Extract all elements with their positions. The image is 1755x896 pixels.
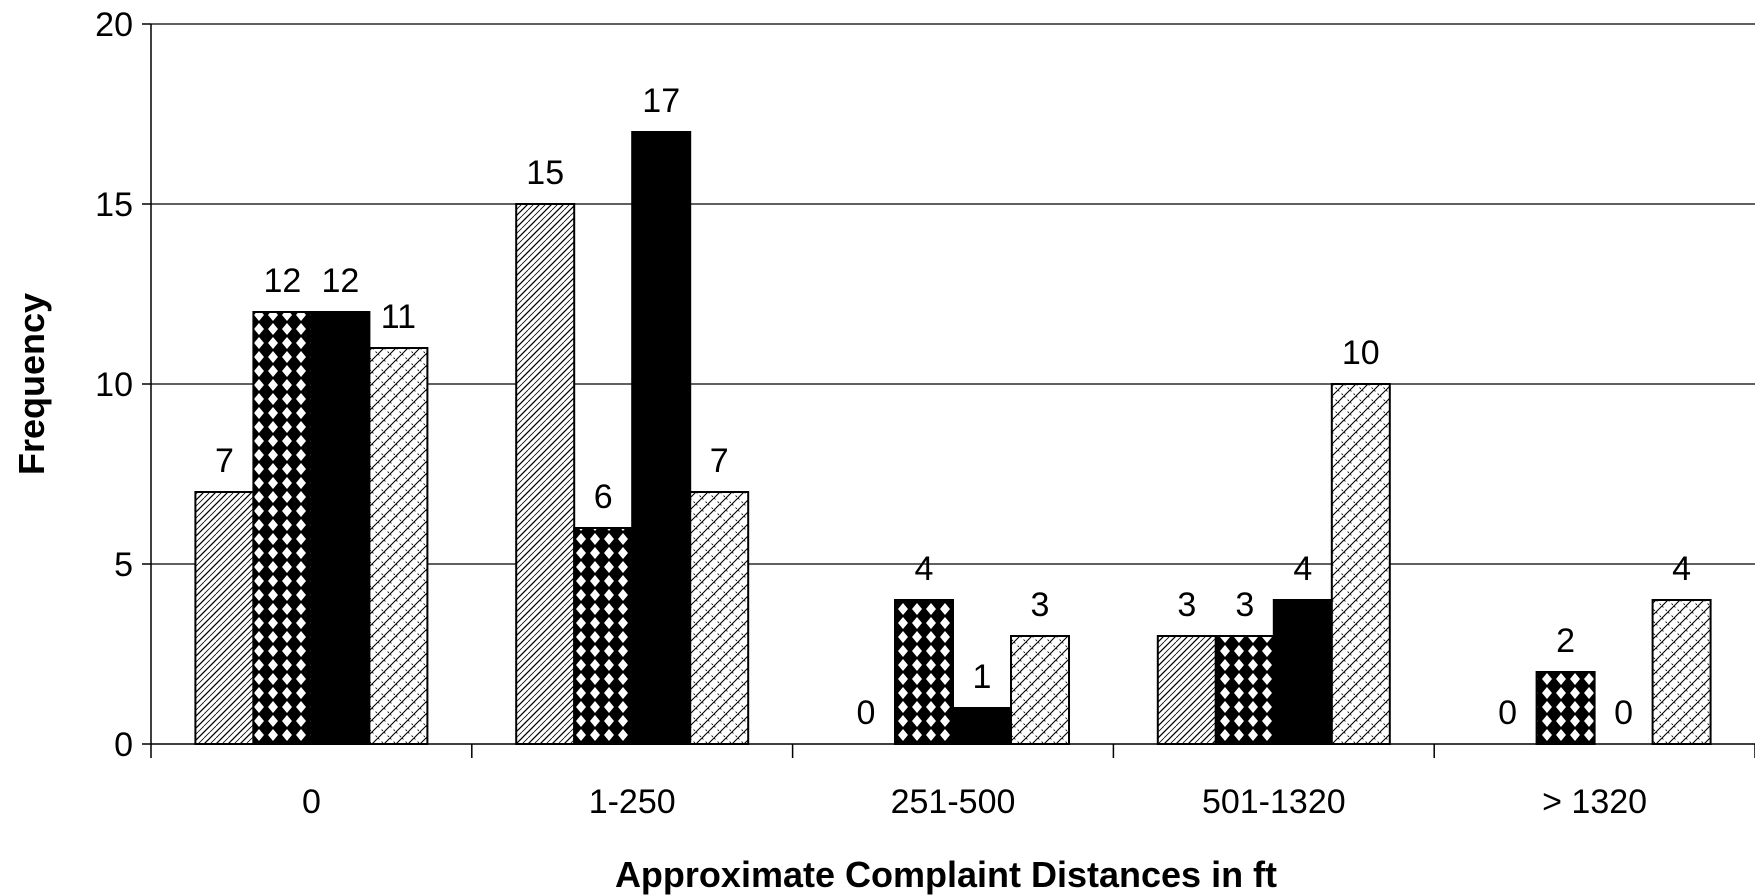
- bar: [894, 599, 954, 745]
- data-label: 12: [321, 262, 359, 300]
- x-tick-labels: 0 1-250 251-500 501-1320 > 1320: [302, 783, 1647, 821]
- bar: [515, 203, 576, 745]
- bar: [631, 131, 692, 745]
- y-tick-labels: 0 5 10 15 20: [95, 6, 133, 764]
- bars: [194, 131, 1712, 745]
- y-tick-label: 5: [114, 546, 133, 584]
- data-label: 3: [1177, 586, 1196, 624]
- bar: [194, 491, 255, 745]
- bar: [368, 347, 429, 745]
- bar: [1272, 599, 1333, 745]
- x-tick-label: 501-1320: [1202, 783, 1346, 821]
- data-label: 12: [263, 262, 301, 300]
- data-label: 7: [710, 442, 729, 480]
- x-tick-label: 0: [302, 783, 321, 821]
- bar: [1010, 635, 1070, 745]
- data-label: 11: [381, 298, 416, 336]
- data-label: 4: [1672, 550, 1691, 588]
- data-label: 0: [1498, 694, 1517, 732]
- data-label: 6: [594, 478, 613, 516]
- y-tick-label: 20: [95, 6, 133, 44]
- bar: [689, 491, 750, 745]
- data-label: 15: [526, 154, 564, 192]
- bar: [252, 311, 313, 745]
- bar: [573, 527, 634, 745]
- y-axis-title: Frequency: [11, 293, 52, 475]
- data-label: 0: [1614, 694, 1633, 732]
- bar: [1651, 599, 1712, 745]
- bar: [952, 707, 1012, 745]
- data-label: 0: [857, 694, 876, 732]
- y-tick-label: 10: [95, 366, 133, 404]
- x-tick-label: 251-500: [891, 783, 1016, 821]
- data-labels: 7 12 12 11 15 6 17 7 0 4 1 3 3 3 4 10 0 2 0 4: [215, 82, 1691, 732]
- data-label: 1: [973, 658, 992, 696]
- bar: [1330, 383, 1391, 745]
- data-label: 7: [215, 442, 234, 480]
- data-label: 3: [1235, 586, 1254, 624]
- x-tick-label: > 1320: [1542, 783, 1647, 821]
- data-label: 10: [1342, 334, 1380, 372]
- data-label: 17: [642, 82, 680, 120]
- bar: [1214, 635, 1275, 745]
- bar: [1535, 671, 1596, 745]
- data-label: 4: [915, 550, 934, 588]
- y-tick-label: 15: [95, 186, 133, 224]
- y-tick-label: 0: [114, 726, 133, 764]
- data-label: 4: [1293, 550, 1312, 588]
- data-label: 2: [1556, 622, 1575, 660]
- x-tick-label: 1-250: [589, 783, 676, 821]
- bar: [1156, 635, 1217, 745]
- x-axis-title: Approximate Complaint Distances in ft: [615, 854, 1277, 895]
- data-label: 3: [1031, 586, 1050, 624]
- bar: [310, 311, 371, 745]
